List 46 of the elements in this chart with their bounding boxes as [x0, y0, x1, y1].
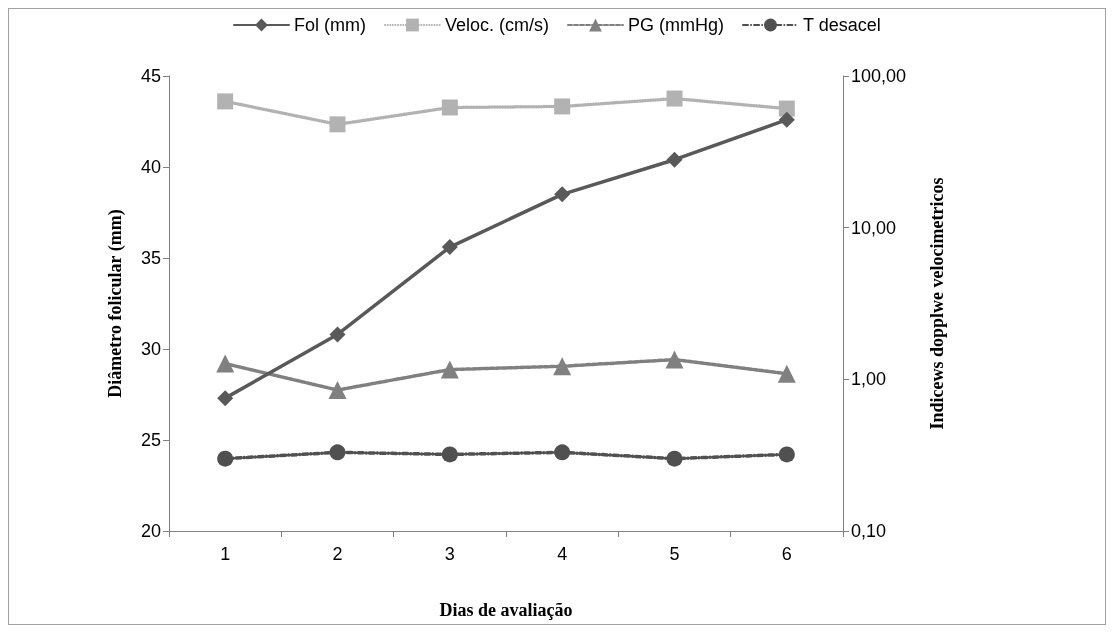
y-tick-label: 20 — [140, 521, 161, 541]
point — [666, 450, 683, 467]
point — [441, 99, 458, 116]
y-tick-label: 35 — [140, 248, 161, 268]
point — [778, 446, 795, 463]
point — [440, 360, 459, 379]
point — [553, 357, 572, 376]
legend-label: T desacel — [802, 15, 881, 35]
point — [554, 186, 571, 203]
y-axis-title: Diâmetro folicular (mm) — [105, 209, 126, 398]
x-axis-title: Dias de avaliação — [439, 600, 573, 620]
legend-label: Veloc. (cm/s) — [444, 15, 549, 35]
point — [328, 381, 347, 400]
point — [778, 111, 795, 128]
y2-axis-title: Indicews dopplwe velocimetricos — [927, 177, 947, 430]
point — [554, 444, 571, 461]
point — [329, 444, 346, 461]
point — [666, 151, 683, 168]
point — [329, 116, 346, 133]
point — [217, 450, 234, 467]
point — [665, 350, 684, 369]
y2-tick-label: 1,00 — [851, 369, 887, 390]
point — [777, 364, 796, 383]
y2-tick-label: 10,00 — [851, 217, 897, 238]
y2-tick-label: 100,00 — [851, 66, 907, 86]
point — [329, 326, 346, 343]
point — [217, 390, 234, 407]
x-tick-label: 5 — [669, 544, 680, 564]
point — [441, 446, 458, 463]
x-tick-label: 3 — [444, 544, 455, 564]
y-tick-label: 40 — [140, 157, 161, 177]
x-tick-label: 1 — [220, 544, 231, 564]
point — [217, 93, 234, 110]
point — [441, 239, 458, 256]
y2-tick-label: 0,10 — [851, 521, 887, 541]
y-tick-label: 45 — [140, 66, 161, 86]
x-tick-label: 6 — [781, 544, 792, 564]
y-tick-label: 25 — [140, 430, 161, 450]
legend-label: Fol (mm) — [293, 15, 366, 35]
point — [554, 98, 571, 115]
point — [216, 354, 235, 373]
x-tick-label: 2 — [332, 544, 343, 564]
legend-label: PG (mmHg) — [627, 15, 724, 35]
x-tick-label: 4 — [557, 544, 568, 564]
y-tick-label: 30 — [140, 339, 161, 359]
point — [666, 90, 683, 107]
